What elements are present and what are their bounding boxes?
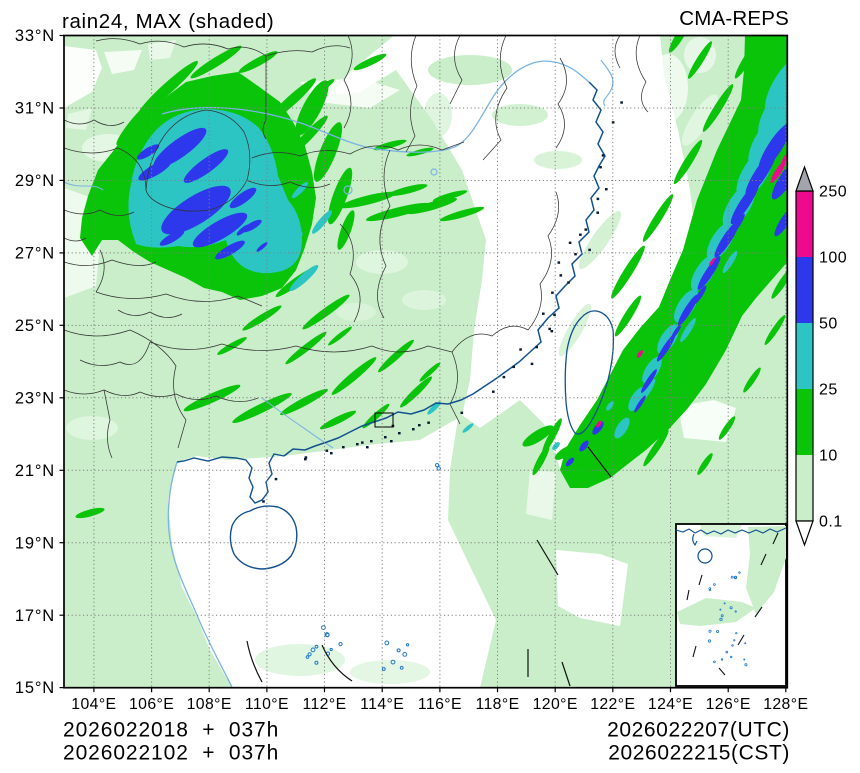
svg-text:116°E: 116°E [418,696,462,713]
svg-text:100: 100 [819,250,847,267]
svg-text:124°E: 124°E [648,696,693,713]
svg-text:2026022215(CST): 2026022215(CST) [608,742,790,765]
svg-text:10: 10 [819,448,838,465]
svg-text:15°N: 15°N [15,679,55,697]
svg-text:120°E: 120°E [533,696,578,713]
svg-text:CMA-REPS: CMA-REPS [679,7,789,30]
svg-text:110°E: 110°E [245,696,289,713]
svg-text:104°E: 104°E [71,696,116,713]
svg-text:128°E: 128°E [763,696,808,713]
svg-text:2026022102 + 037h: 2026022102 + 037h [63,742,279,765]
svg-text:114°E: 114°E [360,696,404,713]
svg-text:25: 25 [819,382,838,399]
svg-text:29°N: 29°N [15,172,55,190]
svg-text:118°E: 118°E [475,696,519,713]
svg-text:31°N: 31°N [15,100,55,118]
svg-text:0.1: 0.1 [819,514,843,531]
svg-text:50: 50 [819,316,838,333]
svg-text:rain24, MAX (shaded): rain24, MAX (shaded) [62,10,274,33]
svg-text:21°N: 21°N [15,462,55,480]
svg-text:27°N: 27°N [15,245,55,263]
svg-text:33°N: 33°N [15,27,55,45]
svg-text:25°N: 25°N [15,317,55,335]
svg-text:19°N: 19°N [15,534,55,552]
svg-text:2026022207(UTC): 2026022207(UTC) [607,719,790,742]
svg-text:23°N: 23°N [15,389,55,407]
svg-text:2026022018 + 037h: 2026022018 + 037h [63,719,279,742]
svg-text:108°E: 108°E [187,696,232,713]
svg-text:126°E: 126°E [706,696,751,713]
svg-text:17°N: 17°N [15,607,55,625]
svg-text:112°E: 112°E [302,696,346,713]
svg-text:250: 250 [819,184,847,201]
svg-text:106°E: 106°E [129,696,174,713]
svg-text:122°E: 122°E [590,696,635,713]
